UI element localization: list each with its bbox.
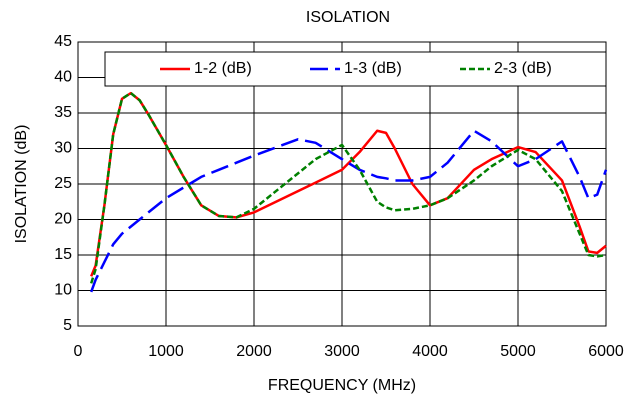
- y-tick-label: 25: [54, 175, 72, 192]
- x-tick-label: 6000: [588, 343, 624, 360]
- x-tick-label: 4000: [412, 343, 448, 360]
- y-tick-label: 10: [54, 282, 72, 299]
- legend-label: 1-2 (dB): [194, 60, 252, 77]
- x-tick-label: 2000: [236, 343, 272, 360]
- y-tick-label: 40: [54, 69, 72, 86]
- x-axis-label: FREQUENCY (MHz): [268, 377, 416, 394]
- legend-label: 2-3 (dB): [494, 60, 552, 77]
- y-tick-label: 35: [54, 104, 72, 121]
- legend-label: 1-3 (dB): [344, 60, 402, 77]
- y-tick-label: 30: [54, 140, 72, 157]
- y-tick-label: 45: [54, 33, 72, 50]
- y-tick-label: 20: [54, 211, 72, 228]
- x-tick-label: 5000: [500, 343, 536, 360]
- x-tick-label: 1000: [148, 343, 184, 360]
- series-line: [90, 91, 607, 284]
- series-line: [90, 129, 608, 293]
- y-axis-label: ISOLATION (dB): [13, 125, 30, 244]
- chart-title: ISOLATION: [306, 9, 390, 26]
- x-tick-label: 0: [74, 343, 83, 360]
- y-tick-label: 5: [63, 317, 72, 334]
- y-tick-label: 15: [54, 246, 72, 263]
- series-line: [90, 91, 607, 277]
- x-tick-label: 3000: [324, 343, 360, 360]
